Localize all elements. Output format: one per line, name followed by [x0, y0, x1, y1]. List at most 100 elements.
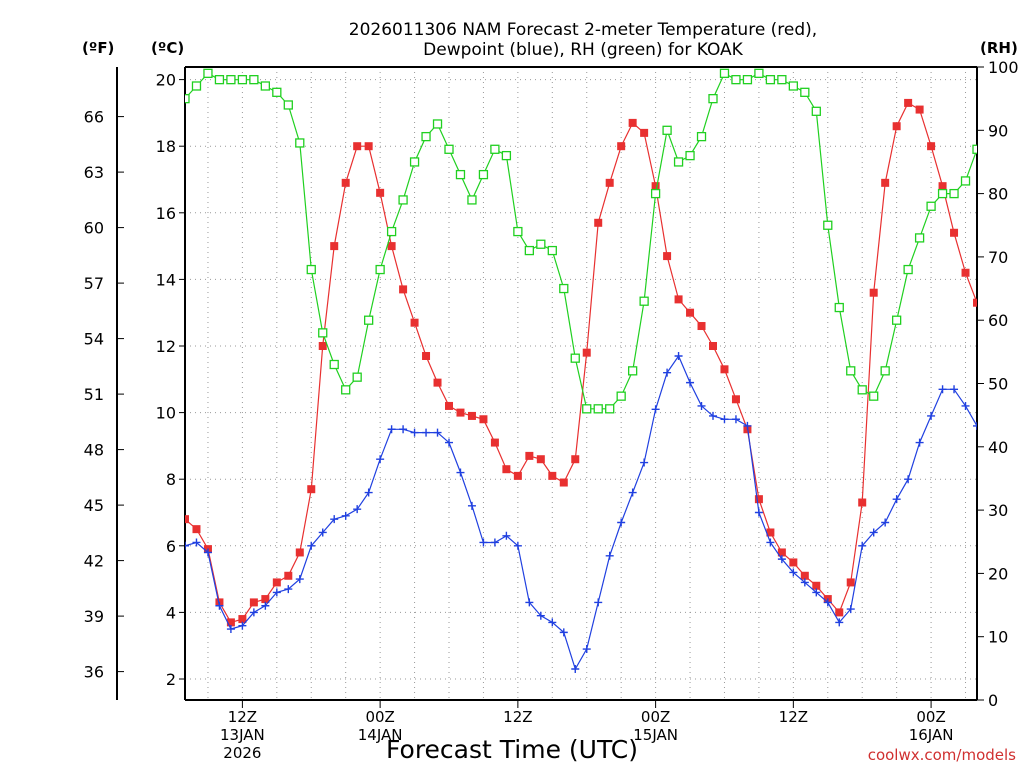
- rh-point: [536, 239, 546, 249]
- dewpoint-point: [743, 421, 752, 430]
- dewpoint-point: [548, 618, 557, 627]
- rh-point: [272, 87, 282, 97]
- rh-point: [650, 188, 661, 199]
- rh-tick-label-0: 0: [988, 691, 998, 710]
- dewpoint-point: [582, 645, 591, 654]
- celsius-tick-label-4: 10: [156, 404, 176, 423]
- dewpoint-series: [185, 351, 1024, 674]
- rh-point: [823, 220, 833, 230]
- temperature-point: [582, 348, 591, 357]
- rh-point: [972, 144, 977, 154]
- dewpoint-point: [284, 585, 293, 594]
- dewpoint-point: [513, 541, 522, 550]
- dewpoint-point: [479, 538, 488, 547]
- x-axis-label: Forecast Time (UTC): [386, 735, 638, 764]
- dewpoint-point: [422, 428, 431, 437]
- dewpoint-point: [261, 601, 270, 610]
- rh-point: [329, 359, 339, 370]
- rh-tick-label-9: 90: [988, 121, 1008, 140]
- temperature-point: [915, 105, 924, 114]
- temperature-point: [364, 142, 373, 151]
- temperature-point: [571, 455, 580, 464]
- dewpoint-point: [307, 541, 316, 550]
- temperature-point: [846, 578, 855, 587]
- fahrenheit-tick-label-10: 66: [84, 108, 104, 127]
- dewpoint-point: [881, 518, 890, 527]
- rh-point: [880, 366, 890, 376]
- rh-point: [616, 391, 626, 401]
- temperature-point: [731, 395, 740, 404]
- rh-point: [185, 94, 190, 104]
- fahrenheit-tick-label-6: 54: [84, 330, 104, 349]
- temperature-point: [961, 268, 970, 277]
- rh-point: [524, 245, 534, 256]
- rh-tick-label-1: 10: [988, 628, 1008, 647]
- x-tick-label-5-1: 16JAN: [909, 726, 954, 744]
- credit-text: coolwx.com/models: [868, 746, 1016, 764]
- dewpoint-point: [904, 475, 913, 484]
- x-tick-label-0-0: 12Z: [228, 708, 257, 726]
- dewpoint-point: [203, 548, 212, 557]
- temperature-point: [973, 298, 977, 307]
- rh-point: [386, 226, 397, 237]
- dewpoint-point: [559, 628, 568, 637]
- temperature-point: [513, 471, 522, 480]
- fahrenheit-tick-label-0: 36: [84, 663, 104, 682]
- temperature-point: [709, 342, 717, 350]
- rh-point: [662, 125, 672, 135]
- celsius-tick-label-1: 4: [166, 603, 176, 622]
- x-tick-label-3-0: 00Z: [641, 708, 670, 726]
- rh-point: [352, 372, 362, 382]
- temperature-point: [892, 122, 901, 131]
- rh-point: [914, 233, 925, 243]
- dewpoint-point: [456, 468, 465, 477]
- dewpoint-point: [272, 588, 281, 597]
- temperature-point: [467, 411, 476, 420]
- fahrenheit-tick-label-1: 39: [84, 607, 104, 626]
- rh-point: [444, 144, 454, 154]
- rh-tick-label-8: 80: [988, 185, 1008, 204]
- dewpoint-point: [686, 378, 695, 387]
- temperature-point: [433, 378, 442, 387]
- dewpoint-point: [1019, 445, 1024, 453]
- x-tick-label-1-0: 00Z: [365, 708, 394, 726]
- temperature-point: [869, 288, 878, 297]
- dewpoint-point: [238, 621, 247, 630]
- x-tick-label-2-0: 12Z: [503, 708, 532, 726]
- temperature-point: [950, 228, 959, 237]
- temperature-point: [594, 218, 603, 227]
- dewpoint-point: [295, 575, 304, 584]
- temperature-point: [525, 451, 534, 460]
- celsius-tick-label-9: 20: [156, 71, 176, 90]
- dewpoint-point: [490, 538, 499, 547]
- temperature-point: [536, 455, 545, 464]
- rh-point: [191, 81, 202, 91]
- dewpoint-point: [536, 611, 545, 620]
- rh-tick-label-4: 40: [988, 438, 1008, 457]
- fahrenheit-tick-label-7: 57: [84, 274, 104, 293]
- rh-point: [318, 328, 328, 338]
- temperature-point: [1019, 395, 1024, 403]
- rh-point: [203, 68, 213, 78]
- temperature-point: [996, 342, 1004, 350]
- temperature-point: [226, 618, 235, 627]
- celsius-unit-label: (ºC): [151, 39, 184, 57]
- rh-point: [409, 157, 420, 167]
- dewpoint-point: [858, 541, 867, 550]
- rh-tick-label-6: 60: [988, 311, 1008, 330]
- dewpoint-point: [502, 531, 511, 540]
- dewpoint-point: [892, 495, 901, 504]
- temperature-point: [835, 608, 844, 617]
- dewpoint-point: [869, 528, 878, 537]
- dewpoint-point: [731, 415, 740, 424]
- rh-point: [375, 264, 385, 275]
- rh-point: [478, 169, 489, 180]
- dewpoint-point: [1007, 449, 1015, 457]
- rh-tick-label-10: 100: [988, 58, 1019, 77]
- dewpoint-point: [663, 368, 672, 377]
- rh-point: [719, 68, 730, 78]
- chart-title-line2: Dewpoint (blue), RH (green) for KOAK: [423, 40, 744, 60]
- temperature-point: [720, 365, 729, 374]
- temperature-point: [192, 525, 201, 534]
- rh-point: [949, 188, 959, 199]
